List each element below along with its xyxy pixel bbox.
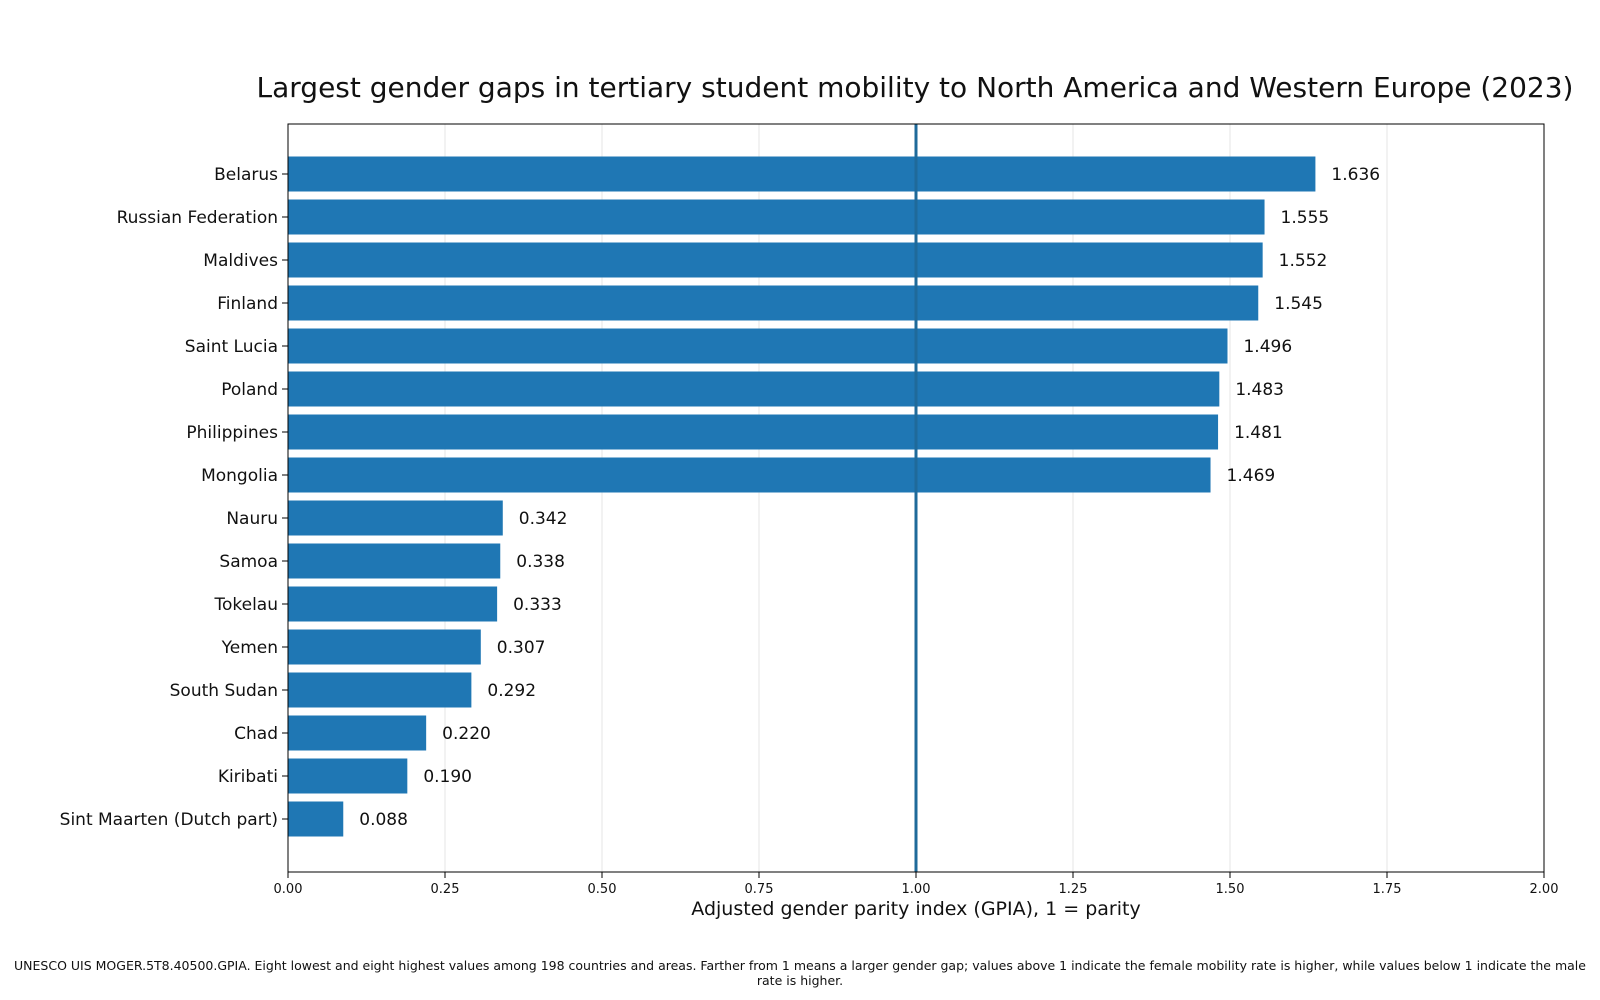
category-label: Kiribati [218,767,278,787]
x-tick-label: 0.50 [588,882,617,897]
bar [288,199,1265,235]
category-label: Poland [221,380,278,400]
category-label: Sint Maarten (Dutch part) [60,810,278,830]
bar [288,285,1259,321]
category-label: Chad [234,724,278,744]
bar [288,543,501,579]
value-label: 0.220 [442,724,491,744]
value-label: 0.292 [487,681,536,701]
value-label: 1.469 [1227,466,1276,486]
category-label: Russian Federation [117,208,278,228]
value-label: 1.552 [1279,251,1328,271]
bar [288,500,503,536]
bar [288,457,1211,493]
value-label: 0.342 [519,509,568,529]
bars [288,156,1316,837]
value-label: 0.333 [513,595,562,615]
bar [288,156,1316,192]
value-label: 0.307 [497,638,546,658]
x-tick-label: 1.25 [1059,882,1088,897]
bar [288,758,408,794]
source-footnote: UNESCO UIS MOGER.5T8.40500.GPIA. Eight l… [14,958,1586,988]
category-label: South Sudan [170,681,278,701]
bar [288,414,1219,450]
bar [288,586,498,622]
x-tick-label: 0.00 [274,882,303,897]
category-label: Mongolia [201,466,278,486]
category-label: Tokelau [213,595,278,615]
category-label: Maldives [203,251,278,271]
category-label: Philippines [186,423,278,443]
bar [288,672,472,708]
plot-frame [287,123,1545,873]
bar [288,242,1263,278]
category-labels: Belarus Russian Federation Maldives Finland… [60,165,288,830]
category-label: Yemen [221,638,278,658]
value-label: 0.088 [359,810,408,830]
value-label: 1.481 [1234,423,1283,443]
value-label: 1.636 [1331,165,1380,185]
category-label: Nauru [226,509,278,529]
bar [288,371,1220,407]
x-tick-label: 1.00 [902,882,931,897]
x-axis-label: Adjusted gender parity index (GPIA), 1 =… [691,898,1140,920]
bar [288,715,427,751]
x-tick-label: 0.25 [431,882,460,897]
value-label: 1.496 [1243,337,1292,357]
category-label: Saint Lucia [185,337,278,357]
value-label: 0.190 [423,767,472,787]
bar [288,629,481,665]
bar [288,328,1228,364]
value-label: 1.555 [1281,208,1330,228]
x-tick-label: 1.75 [1373,882,1402,897]
bar [288,801,344,837]
x-tick-label: 0.75 [745,882,774,897]
x-axis-ticks: 0.00 0.25 0.50 0.75 1.00 1.25 1.50 1.75 2.00 [274,872,1559,897]
x-tick-label: 2.00 [1530,882,1559,897]
x-tick-label: 1.50 [1216,882,1245,897]
category-label: Finland [217,294,278,314]
category-label: Samoa [219,552,278,572]
value-label: 0.338 [516,552,565,572]
value-label: 1.545 [1274,294,1323,314]
category-label: Belarus [214,165,278,185]
chart-title: Largest gender gaps in tertiary student … [257,71,1574,104]
value-label: 1.483 [1235,380,1284,400]
value-labels: 1.636 1.555 1.552 1.545 1.496 1.483 1.481 1.469… [359,165,1380,830]
